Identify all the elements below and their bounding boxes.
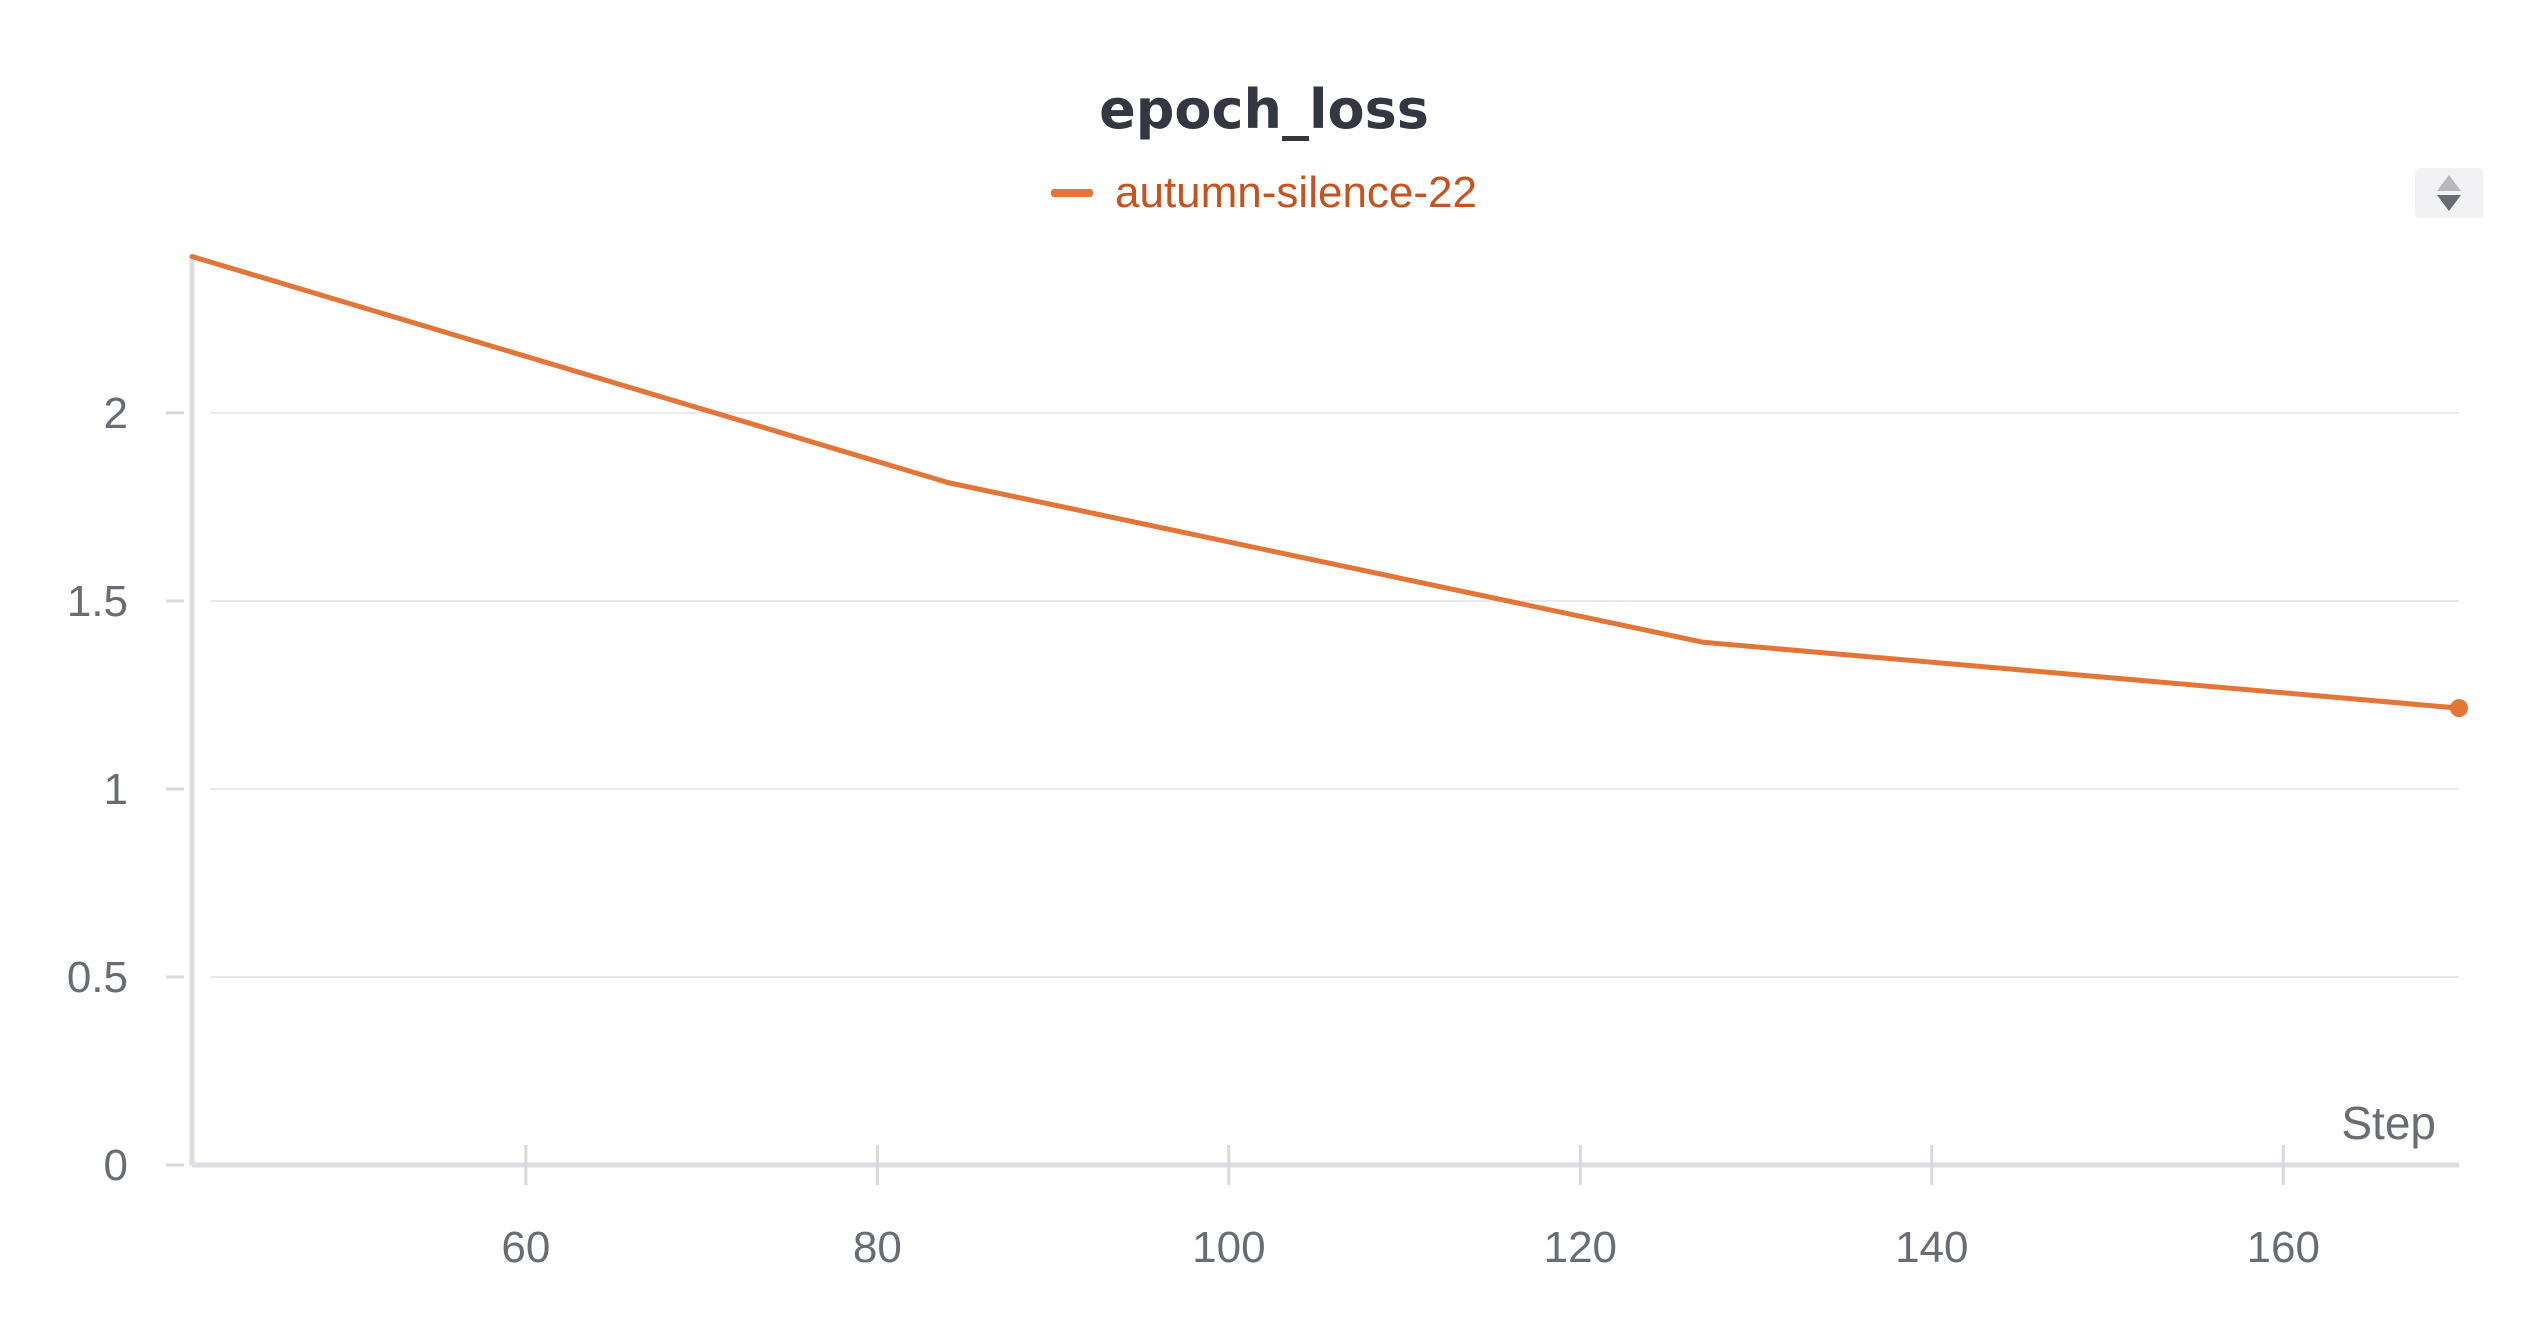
x-tick-label: 100 xyxy=(1192,1223,1265,1272)
series-line xyxy=(189,254,2462,711)
y-tick-label: 1 xyxy=(104,765,128,814)
sort-down-icon xyxy=(2437,195,2461,211)
y-tick-label: 1.5 xyxy=(67,577,128,626)
legend[interactable]: autumn-silence-22 xyxy=(0,168,2528,218)
legend-swatch xyxy=(1051,189,1094,197)
x-tick-label: 160 xyxy=(2247,1223,2320,1272)
y-tick-label: 0.5 xyxy=(67,953,128,1002)
chart-title: epoch_loss xyxy=(1099,78,1429,141)
sort-up-down-icon[interactable] xyxy=(2415,168,2483,218)
y-tick-label: 0 xyxy=(104,1141,128,1190)
x-axis-label: Step xyxy=(2341,1097,2436,1149)
x-tick-label: 60 xyxy=(501,1223,550,1272)
legend-label: autumn-silence-22 xyxy=(1115,168,1477,217)
sort-up-icon xyxy=(2437,175,2461,191)
y-tick-label: 2 xyxy=(104,389,128,438)
x-tick-label: 80 xyxy=(853,1223,902,1272)
series-end-point xyxy=(2450,699,2468,718)
x-tick-label: 120 xyxy=(1544,1223,1617,1272)
x-tick-label: 140 xyxy=(1895,1223,1968,1272)
